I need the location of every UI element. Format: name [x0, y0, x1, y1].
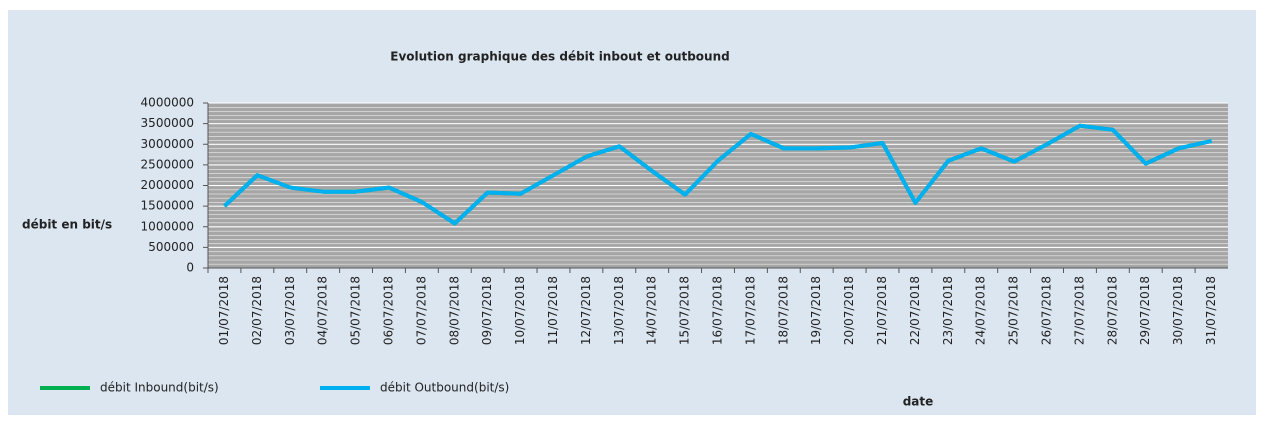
y-tick-label: 0 — [186, 261, 194, 275]
x-tick-label: 12/07/2018 — [579, 276, 593, 345]
x-tick-label: 19/07/2018 — [809, 276, 823, 345]
x-tick-label: 02/07/2018 — [250, 276, 264, 345]
x-tick-label: 17/07/2018 — [743, 276, 757, 345]
x-tick-label: 27/07/2018 — [1072, 276, 1086, 345]
x-tick-label: 15/07/2018 — [678, 276, 692, 345]
chart-title: Evolution graphique des débit inbout et … — [390, 50, 729, 64]
x-tick-label: 13/07/2018 — [612, 276, 626, 345]
x-tick-label: 09/07/2018 — [480, 276, 494, 345]
x-tick-label: 07/07/2018 — [414, 276, 428, 345]
x-tick-label: 08/07/2018 — [447, 276, 461, 345]
y-tick-label: 3500000 — [141, 116, 194, 130]
x-tick-label: 30/07/2018 — [1171, 276, 1185, 345]
y-tick-label: 2500000 — [141, 157, 194, 171]
y-tick-label: 1500000 — [141, 199, 194, 213]
y-tick-label: 3000000 — [141, 137, 194, 151]
x-tick-label: 31/07/2018 — [1204, 276, 1218, 345]
x-tick-label: 03/07/2018 — [283, 276, 297, 345]
x-tick-label: 18/07/2018 — [776, 276, 790, 345]
y-axis-title: débit en bit/s — [22, 218, 112, 232]
x-tick-label: 01/07/2018 — [217, 276, 231, 345]
x-axis-title: date — [903, 395, 934, 409]
legend-label: débit Inbound(bit/s) — [100, 381, 219, 395]
x-tick-label: 26/07/2018 — [1040, 276, 1054, 345]
y-tick-label: 500000 — [148, 240, 194, 254]
x-tick-label: 16/07/2018 — [711, 276, 725, 345]
x-tick-label: 29/07/2018 — [1138, 276, 1152, 345]
series-line — [223, 123, 1212, 226]
x-tick-label: 10/07/2018 — [513, 276, 527, 345]
x-tick-label: 24/07/2018 — [974, 276, 988, 345]
x-tick-label: 05/07/2018 — [349, 276, 363, 345]
x-tick-label: 22/07/2018 — [908, 276, 922, 345]
y-tick-label: 1000000 — [141, 219, 194, 233]
x-tick-label: 23/07/2018 — [941, 276, 955, 345]
x-tick-label: 20/07/2018 — [842, 276, 856, 345]
x-tick-label: 04/07/2018 — [316, 276, 330, 345]
x-tick-label: 21/07/2018 — [875, 276, 889, 345]
x-tick-label: 28/07/2018 — [1105, 276, 1119, 345]
x-tick-label: 25/07/2018 — [1007, 276, 1021, 345]
x-tick-label: 14/07/2018 — [645, 276, 659, 345]
y-tick-label: 4000000 — [141, 96, 194, 110]
x-tick-label: 11/07/2018 — [546, 276, 560, 345]
x-tick-label: 06/07/2018 — [381, 276, 395, 345]
legend-label: débit Outbound(bit/s) — [380, 381, 509, 395]
y-tick-label: 2000000 — [141, 178, 194, 192]
